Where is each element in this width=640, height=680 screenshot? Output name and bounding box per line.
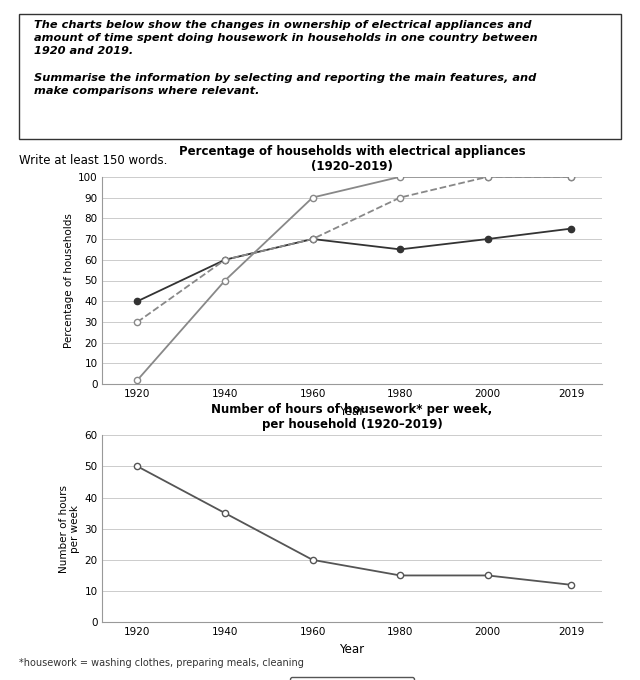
Text: The charts below show the changes in ownership of electrical appliances and
amou: The charts below show the changes in own… <box>34 20 538 96</box>
Y-axis label: Percentage of households: Percentage of households <box>64 213 74 348</box>
Title: Number of hours of housework* per week,
per household (1920–2019): Number of hours of housework* per week, … <box>211 403 493 431</box>
X-axis label: Year: Year <box>339 643 365 656</box>
Text: Write at least 150 words.: Write at least 150 words. <box>19 154 168 167</box>
Y-axis label: Number of hours
per week: Number of hours per week <box>59 485 80 573</box>
Title: Percentage of households with electrical appliances
(1920–2019): Percentage of households with electrical… <box>179 145 525 173</box>
Legend: Washing machine, Refrigerator, Vacuum cleaner: Washing machine, Refrigerator, Vacuum cl… <box>156 439 548 458</box>
X-axis label: Year: Year <box>339 405 365 418</box>
Text: *housework = washing clothes, preparing meals, cleaning: *housework = washing clothes, preparing … <box>19 658 304 668</box>
Legend: Hours per week: Hours per week <box>290 677 414 680</box>
